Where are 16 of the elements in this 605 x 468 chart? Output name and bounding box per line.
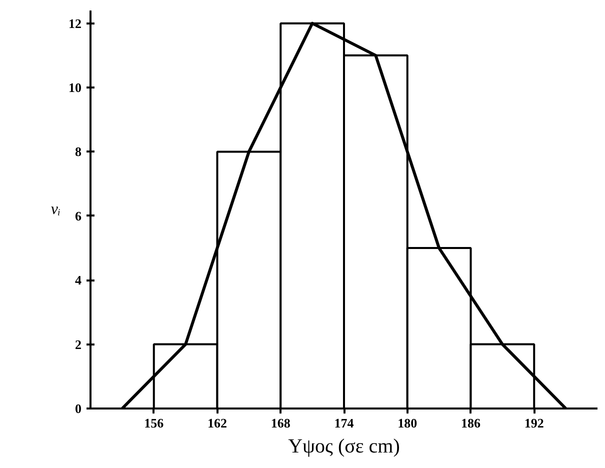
x-tick-label: 168 (270, 416, 291, 430)
x-tick-label: 186 (461, 416, 481, 430)
y-tick-label: 10 (68, 80, 82, 96)
y-axis-title: νᵢ (50, 201, 61, 218)
y-tick-label: 0 (75, 401, 82, 416)
x-axis-title: Υψος (σε cm) (288, 436, 400, 458)
y-tick-label: 8 (75, 144, 82, 160)
y-tick-label: 4 (75, 272, 82, 288)
x-tick-label: 156 (144, 416, 164, 430)
x-tick-label: 192 (524, 416, 544, 430)
y-tick-label: 2 (75, 336, 82, 352)
y-tick-label: 6 (75, 208, 82, 224)
y-tick-label: 12 (68, 16, 82, 31)
x-tick-label: 174 (334, 416, 354, 430)
x-tick-label: 162 (208, 416, 227, 430)
x-tick-label: 180 (398, 416, 418, 430)
